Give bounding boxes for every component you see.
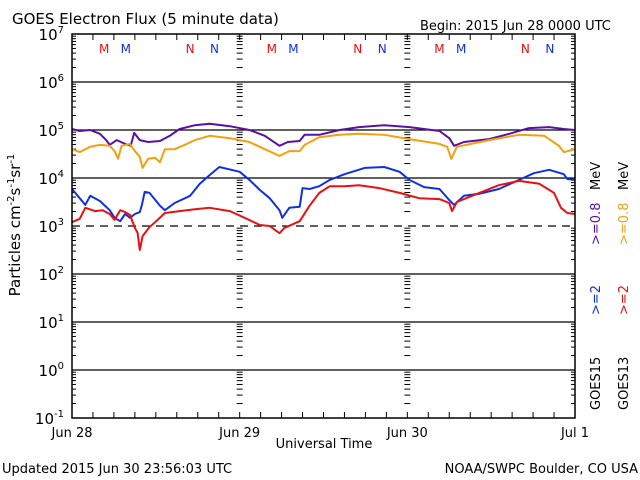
y-tick-exponent: 1	[58, 313, 64, 324]
mn-marker: N	[378, 42, 387, 56]
plot-frame	[71, 33, 576, 419]
mn-marker: M	[267, 42, 277, 56]
chart-title: GOES Electron Flux (5 minute data)	[12, 10, 279, 28]
x-tick-label: Jun 28	[51, 426, 93, 441]
grid-lines	[72, 81, 575, 371]
mn-marker: N	[186, 42, 195, 56]
series-line	[71, 132, 576, 169]
y-tick-exponent: 2	[58, 265, 64, 276]
y-tick-exponent: 7	[58, 25, 64, 36]
legend-entry-2mev: >=2	[589, 285, 604, 315]
y-tick-exponent: 3	[58, 217, 64, 228]
y-tick-base: 10	[39, 122, 58, 140]
y-tick-label: 107	[39, 25, 64, 44]
y-tick-base: 10	[39, 26, 58, 44]
series-line	[71, 166, 576, 223]
y-tick-exponent: 0	[58, 361, 64, 372]
mn-marker: N	[353, 42, 362, 56]
data-series	[71, 122, 576, 251]
y-tick-base: 10	[39, 362, 58, 380]
y-tick-label: 104	[39, 169, 64, 188]
y-axis-label-exp2: -1	[6, 178, 17, 188]
legend-satellite-label: GOES15	[589, 357, 604, 410]
mn-marker: N	[210, 42, 219, 56]
y-tick-base: 10	[39, 218, 58, 236]
y-tick-exponent: 5	[58, 121, 64, 132]
y-tick-base: 10	[39, 170, 58, 188]
y-tick-label: 105	[39, 121, 64, 140]
mn-marker: M	[121, 42, 131, 56]
y-tick-label: 100	[39, 361, 64, 380]
y-axis-label-base: Particles cm	[6, 205, 24, 296]
mn-marker: N	[521, 42, 530, 56]
legend-entry-08mev: >=0.8	[589, 203, 604, 245]
y-tick-label: 103	[39, 217, 64, 236]
mn-marker: M	[99, 42, 109, 56]
y-axis-label-s: s	[6, 187, 24, 195]
y-axis-label-exp1: -2	[6, 195, 17, 205]
y-tick-label: 101	[39, 313, 64, 332]
series-line	[71, 179, 576, 251]
x-tick-label: Jun 29	[218, 426, 260, 441]
y-axis-label-exp3: -1	[6, 154, 17, 164]
y-tick-base: 10	[39, 314, 58, 332]
y-tick-exponent: -1	[54, 409, 64, 420]
legend-satellite-label: GOES13	[617, 357, 632, 410]
y-axis-label: Particles cm-2s-1sr-1	[6, 154, 24, 297]
y-axis-label-sr: sr	[6, 163, 24, 178]
mn-marker: M	[434, 42, 444, 56]
legend-entry-08mev: >=0.8	[617, 203, 632, 245]
y-tick-exponent: 6	[58, 73, 64, 84]
legend-unit: MeV	[589, 162, 604, 190]
mn-marker: M	[288, 42, 298, 56]
credit-label: NOAA/SWPC Boulder, CO USA	[445, 462, 638, 477]
begin-time-label: Begin: 2015 Jun 28 0000 UTC	[420, 19, 611, 34]
x-tick-label: Jul 1	[560, 426, 589, 441]
mn-marker: N	[545, 42, 554, 56]
legend: GOES15 >=2 >=0.8 MeV GOES13 >=2 >=0.8 MeV	[589, 162, 632, 410]
y-tick-base: 10	[39, 74, 58, 92]
legend-entry-2mev: >=2	[617, 285, 632, 315]
x-axis-label: Universal Time	[276, 437, 373, 452]
y-tick-base: 10	[39, 266, 58, 284]
mn-marker: M	[456, 42, 466, 56]
series-line	[71, 122, 576, 147]
y-tick-label: 106	[39, 73, 64, 92]
x-tick-labels: Jun 28 Jun 29 Jun 30 Jul 1	[51, 426, 590, 441]
y-tick-label: 10-1	[35, 409, 64, 428]
y-tick-label: 102	[39, 265, 64, 284]
legend-unit: MeV	[617, 162, 632, 190]
y-tick-exponent: 4	[58, 169, 64, 180]
x-tick-label: Jun 30	[386, 426, 428, 441]
y-tick-base: 10	[35, 410, 54, 428]
updated-timestamp: Updated 2015 Jun 30 23:56:03 UTC	[2, 462, 232, 477]
